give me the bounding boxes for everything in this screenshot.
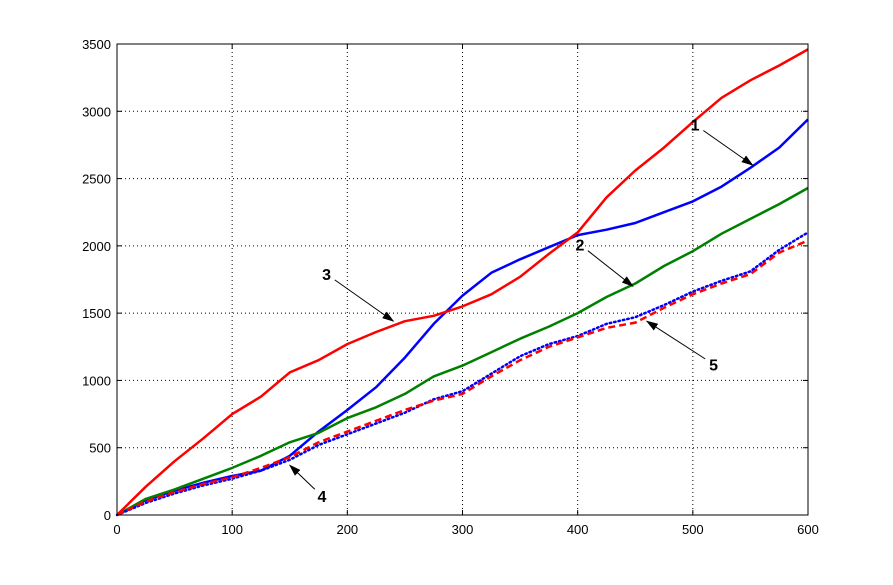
grid [117,44,808,515]
series-line-5 [116,239,809,517]
series-line-4 [115,231,810,517]
x-tick-label: 200 [336,522,358,537]
callout-label-5: 5 [709,357,718,374]
callout-arrow-5 [645,320,706,360]
annotations: 1 2 3 4 5 [289,118,754,506]
x-tick-label: 400 [567,522,589,537]
x-tick-label: 100 [221,522,243,537]
y-tick-label: 2500 [82,172,111,187]
x-tick-label: 0 [113,522,120,537]
x-tick-label: 600 [797,522,819,537]
callout-arrow-3 [334,279,395,322]
series-group [115,48,810,517]
y-tick-label: 500 [89,441,111,456]
callout-label-3: 3 [322,267,331,284]
x-tick-label: 500 [682,522,704,537]
series-line-2 [116,186,809,517]
y-tick-label: 3500 [82,37,111,52]
callout-arrow-1 [703,130,754,166]
callout-label-4: 4 [318,489,327,506]
callout-arrow-2 [587,250,634,287]
ticks: 0 100 200 300 400 500 600 0 500 1000 1500 2000 2500 3… [82,37,819,537]
y-tick-label: 1500 [82,306,111,321]
callout-label-2: 2 [576,238,585,255]
y-tick-label: 1000 [82,373,111,388]
callout-arrow-4 [289,464,316,490]
y-tick-label: 2000 [82,239,111,254]
callout-label-1: 1 [691,118,700,135]
series-line-3 [116,48,809,516]
y-tick-label: 3000 [82,104,111,119]
y-tick-label: 0 [104,508,111,523]
x-tick-label: 300 [452,522,474,537]
